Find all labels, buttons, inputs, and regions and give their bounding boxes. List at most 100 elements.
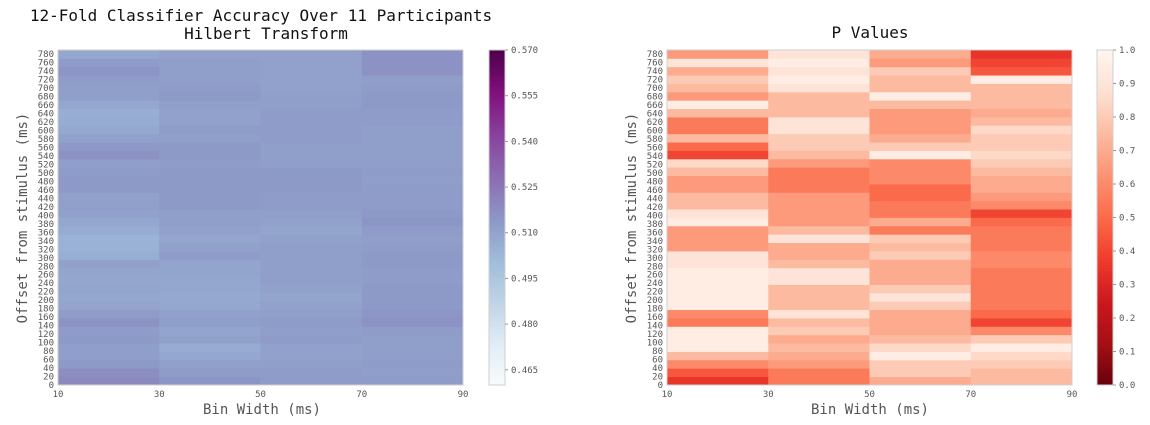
colorbar-swatch: [489, 315, 505, 319]
y-tick-label: 100: [647, 339, 663, 349]
colorbar-swatch: [1097, 211, 1113, 216]
colorbar-swatch: [1097, 320, 1113, 325]
heatmap-cell: [361, 167, 464, 177]
colorbar-swatch: [489, 195, 505, 199]
heatmap-cell: [159, 234, 261, 244]
heatmap-cell: [58, 359, 160, 369]
y-tick-label: 80: [43, 347, 54, 357]
colorbar-swatch: [489, 326, 505, 330]
colorbar-swatch: [489, 83, 505, 87]
y-tick-label: 440: [38, 194, 54, 204]
colorbar-swatch: [1097, 122, 1113, 126]
heatmap-cell: [159, 150, 261, 160]
heatmap-cell: [667, 200, 769, 210]
colorbar-swatch: [489, 345, 505, 350]
colorbar-swatch: [489, 376, 505, 380]
heatmap-cell: [869, 200, 972, 210]
y-tick-label: 300: [647, 254, 663, 264]
heatmap-cell: [869, 184, 972, 193]
heatmap-cell: [768, 158, 870, 168]
heatmap-cell: [869, 334, 972, 344]
heatmap-cell: [768, 351, 870, 361]
heatmap-cell: [159, 125, 261, 135]
colorbar-swatch: [1097, 301, 1113, 305]
heatmap-cell: [667, 91, 769, 101]
colorbar-swatch: [489, 86, 505, 90]
heatmap-cell: [970, 318, 1073, 327]
heatmap-cell: [869, 133, 972, 143]
colorbar-swatch: [489, 91, 505, 96]
heatmap-cell: [970, 117, 1073, 126]
heatmap-cell: [667, 284, 769, 294]
heatmap-cell: [768, 184, 870, 193]
heatmap-cell: [869, 351, 972, 361]
heatmap-cell: [58, 368, 160, 378]
heatmap-cell: [768, 133, 870, 143]
colorbar-tick-label: 0.6: [1119, 180, 1135, 190]
colorbar-swatch: [1097, 89, 1113, 93]
colorbar-swatch: [489, 357, 505, 361]
colorbar-swatch: [489, 245, 505, 249]
heatmap-cell: [869, 167, 972, 177]
y-tick-label: 720: [38, 76, 54, 86]
colorbar-swatch: [489, 89, 505, 93]
colorbar-swatch: [489, 164, 505, 168]
colorbar-swatch: [1097, 75, 1113, 79]
colorbar-swatch: [489, 284, 505, 288]
heatmap-cell: [970, 351, 1073, 361]
x-tick-label: 90: [458, 390, 469, 400]
heatmap-cell: [361, 58, 464, 68]
colorbar-swatch: [1097, 142, 1113, 146]
heatmap-cell: [260, 284, 363, 294]
heatmap-cell: [260, 217, 363, 227]
colorbar-swatch: [1097, 128, 1113, 132]
y-tick-label: 580: [38, 135, 54, 145]
heatmap-cell: [768, 259, 870, 269]
heatmap-cell: [58, 108, 160, 118]
colorbar-tick-label: 0.7: [1119, 147, 1135, 157]
colorbar-swatch: [1097, 77, 1113, 82]
heatmap-cell: [159, 267, 261, 277]
colorbar-swatch: [489, 239, 505, 244]
heatmap-cell: [768, 368, 870, 378]
colorbar-swatch: [489, 228, 505, 232]
colorbar-swatch: [1097, 318, 1113, 322]
y-tick-label: 380: [38, 220, 54, 230]
y-tick-label: 220: [38, 288, 54, 298]
heatmap-cell: [58, 175, 160, 185]
heatmap-cell: [159, 50, 261, 59]
heatmap-cell: [361, 326, 464, 336]
heatmap-cell: [361, 276, 464, 285]
heatmap-cell: [667, 100, 769, 110]
heatmap-cell: [260, 150, 363, 160]
colorbar-swatch: [489, 259, 505, 263]
pvalue-title: P Values: [831, 23, 908, 42]
heatmap-cell: [361, 50, 464, 59]
heatmap-cell: [260, 234, 363, 244]
accuracy-x-ticks: 10 30 50 70 90: [53, 390, 469, 400]
heatmap-cell: [768, 150, 870, 160]
heatmap-cell: [260, 309, 363, 319]
colorbar-swatch: [489, 61, 505, 65]
heatmap-cell: [970, 234, 1073, 244]
y-tick-label: 140: [38, 322, 54, 332]
heatmap-cell: [58, 376, 160, 386]
y-tick-label: 220: [647, 288, 663, 298]
heatmap-cell: [58, 142, 160, 151]
y-tick-label: 620: [38, 118, 54, 128]
colorbar-swatch: [1097, 203, 1113, 207]
pvalue-y-ticks: 0204060801001201401601802002202402602803…: [647, 50, 663, 391]
colorbar-swatch: [1097, 83, 1113, 87]
colorbar-swatch: [1097, 270, 1113, 274]
colorbar-swatch: [1097, 94, 1113, 98]
heatmap-cell: [58, 318, 160, 327]
colorbar-swatch: [489, 144, 505, 149]
colorbar-tick-label: 0.555: [511, 92, 538, 102]
colorbar-swatch: [1097, 276, 1113, 280]
colorbar-swatch: [1097, 345, 1113, 350]
x-tick-label: 30: [763, 390, 774, 400]
y-tick-label: 60: [43, 356, 54, 366]
pvalue-colorbar: 0.0 0.1 0.2 0.3 0.4 0.5 0.6 0.7 0.8 0.9 1.0: [1096, 46, 1135, 391]
heatmap-cell: [361, 359, 464, 369]
